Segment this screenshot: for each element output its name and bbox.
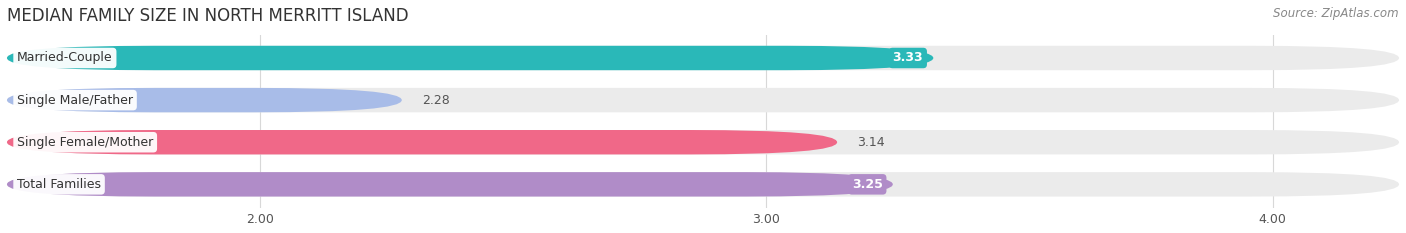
Text: Married-Couple: Married-Couple [17, 51, 112, 65]
Text: 3.25: 3.25 [852, 178, 883, 191]
FancyBboxPatch shape [7, 88, 402, 112]
FancyBboxPatch shape [7, 130, 1399, 154]
FancyBboxPatch shape [7, 46, 934, 70]
FancyBboxPatch shape [7, 130, 837, 154]
Text: 3.33: 3.33 [893, 51, 924, 65]
FancyBboxPatch shape [7, 46, 1399, 70]
Text: 2.28: 2.28 [422, 94, 450, 107]
Text: Single Female/Mother: Single Female/Mother [17, 136, 153, 149]
Text: 3.14: 3.14 [858, 136, 884, 149]
Text: MEDIAN FAMILY SIZE IN NORTH MERRITT ISLAND: MEDIAN FAMILY SIZE IN NORTH MERRITT ISLA… [7, 7, 409, 25]
Text: Source: ZipAtlas.com: Source: ZipAtlas.com [1274, 7, 1399, 20]
FancyBboxPatch shape [7, 88, 1399, 112]
FancyBboxPatch shape [7, 172, 893, 197]
Text: Single Male/Father: Single Male/Father [17, 94, 134, 107]
Text: Total Families: Total Families [17, 178, 101, 191]
FancyBboxPatch shape [7, 172, 1399, 197]
